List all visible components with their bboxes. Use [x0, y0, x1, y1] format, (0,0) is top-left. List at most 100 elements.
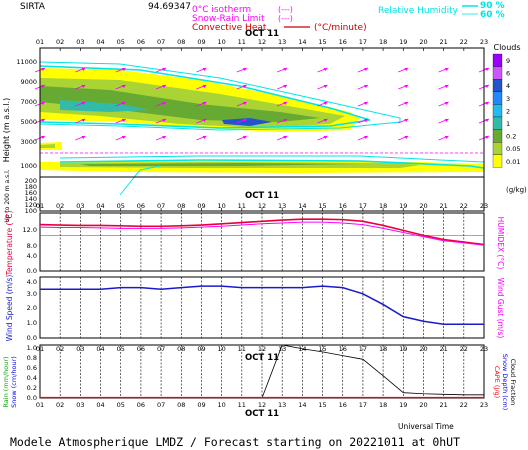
precip-panel-hour-label: 20 — [419, 345, 427, 353]
wind-arrow-head — [485, 119, 489, 122]
wind-arrow-head — [41, 102, 45, 105]
temp-panel-hour-label: 08 — [177, 202, 185, 210]
rh-contour-60 — [39, 61, 401, 131]
temp-ylabel: Temperature (°C) — [5, 211, 14, 277]
legend-convective-unit: (°C/minute) — [314, 23, 367, 33]
bottom-hour-label: 04 — [96, 401, 104, 409]
rh-contour-low — [59, 155, 485, 163]
precip-panel-hour-label: 16 — [339, 345, 347, 353]
cape-ylabel: CAPE (J/g) — [493, 366, 501, 398]
bottom-hour-label: 21 — [439, 401, 447, 409]
cloud-height-tick: 1000 — [20, 162, 37, 170]
cloud-panel-hour-label: 15 — [318, 38, 326, 46]
wind-arrow-head — [323, 136, 328, 139]
precip-panel-hour-label: 06 — [137, 345, 145, 353]
bottom-hour-label: 02 — [56, 401, 64, 409]
wind-arrow-head — [162, 85, 167, 88]
wind-arrow-head — [162, 102, 167, 105]
cloud-panel-hour-label: 03 — [76, 38, 84, 46]
colorbar-label: 9 — [506, 57, 510, 65]
cloud-panel-hour-label: 08 — [177, 38, 185, 46]
wind-arrow-head — [323, 119, 328, 122]
colorbar-swatch — [492, 53, 503, 67]
colorbar-swatch — [492, 129, 503, 143]
wind-arrow-head — [242, 85, 247, 88]
temp-panel-hour-label: 22 — [460, 202, 468, 210]
wind-arrow-head — [202, 85, 207, 88]
precip-panel-hour-label: 01 — [36, 345, 44, 353]
wind-arrow-head — [121, 102, 126, 105]
cloud-panel-hour-label: 23 — [480, 38, 488, 46]
temp-panel-hour-label: 06 — [137, 202, 145, 210]
cloud-height-tick: 7000 — [20, 98, 37, 106]
colorbar-label: 0.2 — [506, 133, 516, 141]
wind-arrow-head — [162, 136, 167, 139]
precip-panel-hour-label: 05 — [117, 345, 125, 353]
wind-arrow-head — [41, 119, 45, 122]
wind-arrow-head — [363, 136, 368, 139]
cloud-fraction-ylabel: Cloud Fraction — [509, 359, 517, 406]
wind-arrow-head — [41, 68, 45, 71]
bottom-hour-label: 01 — [36, 401, 44, 409]
temp-panel-hour-label: 18 — [379, 202, 387, 210]
bottom-hour-label: 23 — [480, 401, 488, 409]
bottom-hour-label: 22 — [460, 401, 468, 409]
station-coords: 94.69347 — [148, 2, 191, 12]
precip-panel-hour-label: 13 — [278, 345, 286, 353]
wind-arrow-head — [283, 119, 288, 122]
legend-isotherm: 0°C isotherm — [192, 5, 251, 15]
legend-snow-rain: Snow-Rain Limit — [192, 14, 265, 24]
precip-panel-hour-label: 03 — [76, 345, 84, 353]
cloud-panel-hour-label: 13 — [278, 38, 286, 46]
bottom-hour-label: 09 — [197, 401, 205, 409]
precip-panel-date: OCT 11 — [245, 353, 279, 363]
wind-arrow-head — [404, 102, 409, 105]
colorbar-label: 0.05 — [506, 145, 520, 153]
bottom-hour-label: 12 — [258, 401, 266, 409]
wind-arrow-head — [41, 85, 45, 88]
wind-arrow-head — [404, 119, 409, 122]
precip-ytick: 0.4 — [27, 374, 37, 382]
temp-panel-hour-label: 04 — [96, 202, 104, 210]
colorbar-swatch — [492, 104, 503, 118]
precip-panel-hour-label: 21 — [439, 345, 447, 353]
temperature-ytick: 12.0 — [23, 226, 37, 234]
colorbar-swatch — [492, 154, 503, 168]
colorbar-label: 4 — [506, 82, 510, 90]
wind-arrow-head — [81, 119, 86, 122]
precip-panel-hour-label: 19 — [399, 345, 407, 353]
precip-ytick: 0.6 — [27, 364, 37, 372]
precip-panel-hour-label: 18 — [379, 345, 387, 353]
wind-gust-ylabel: Wind Gust (m/s) — [496, 278, 505, 339]
colorbar-label: 3 — [506, 95, 510, 103]
wind-arrow-head — [283, 136, 288, 139]
wind-arrow-head — [283, 85, 288, 88]
cloud-height-tick: 3000 — [20, 138, 37, 146]
wind-arrow-head — [242, 119, 247, 122]
wind-arrow-head — [242, 102, 247, 105]
temp-panel-hour-label: 21 — [439, 202, 447, 210]
snow-ylabel: Snow (cm/hour) — [10, 356, 18, 408]
bottom-hour-label: 13 — [278, 401, 286, 409]
bottom-hour-label: 07 — [157, 401, 165, 409]
legend-convective: Convective Heat. — [192, 23, 269, 33]
cloud-panel-hour-label: 05 — [117, 38, 125, 46]
cloud-band — [40, 86, 320, 122]
wind-arrow-head — [202, 68, 207, 71]
colorbar-swatch — [492, 116, 503, 130]
colorbar-swatch — [492, 66, 503, 80]
wind-arrow-head — [202, 102, 207, 105]
colorbar-title: Clouds — [493, 43, 520, 52]
wind-ytick: 2.0 — [27, 304, 37, 312]
wind-ytick: 3.0 — [27, 290, 37, 298]
cloud-band — [40, 144, 55, 148]
legend-rh-90: 90 % — [480, 1, 505, 11]
wind-arrow-head — [202, 136, 207, 139]
colorbar-label: 6 — [506, 70, 510, 78]
colorbar-swatch — [492, 79, 503, 92]
cloud-low-tick: 100 — [25, 207, 37, 215]
wind-arrow-head — [404, 136, 409, 139]
rh-contour-surface — [119, 165, 161, 196]
precip-panel-hour-label: 09 — [197, 345, 205, 353]
cloud-panel-hour-label: 16 — [339, 38, 347, 46]
